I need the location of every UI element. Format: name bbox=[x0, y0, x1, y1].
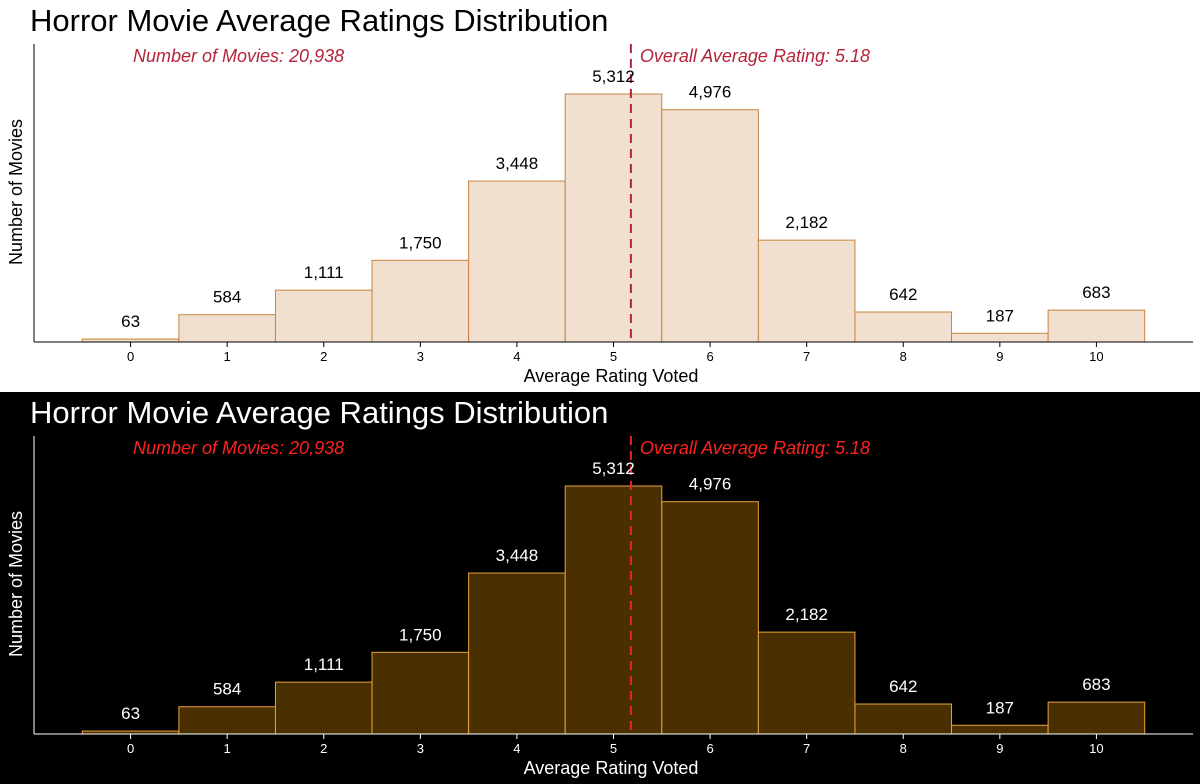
x-tick-label-3: 3 bbox=[417, 349, 424, 364]
data-label-rating-5: 5,312 bbox=[592, 67, 635, 86]
bar-rating-1 bbox=[178, 314, 276, 343]
data-label-rating-2: 1,111 bbox=[304, 263, 344, 282]
x-tick-label-1: 1 bbox=[224, 741, 231, 756]
x-tick-label-8: 8 bbox=[900, 349, 907, 364]
chart-title: Horror Movie Average Ratings Distributio… bbox=[30, 395, 608, 430]
data-label-rating-8: 642 bbox=[889, 285, 917, 304]
bar-rating-3 bbox=[371, 651, 470, 735]
data-label-rating-6: 4,976 bbox=[689, 475, 732, 494]
data-label-rating-3: 1,750 bbox=[399, 233, 442, 252]
bar-rating-2 bbox=[274, 289, 373, 343]
bar-rating-2 bbox=[274, 681, 373, 735]
bar-rating-6 bbox=[661, 109, 759, 343]
x-tick-label-2: 2 bbox=[320, 349, 327, 364]
bar-rating-9 bbox=[951, 332, 1049, 343]
average-annotation: Overall Average Rating: 5.18 bbox=[640, 46, 870, 66]
bar-rating-8 bbox=[854, 703, 953, 735]
x-tick-label-7: 7 bbox=[803, 741, 810, 756]
bars-group bbox=[81, 485, 1146, 735]
data-label-rating-2: 1,111 bbox=[304, 655, 344, 674]
x-tick-label-9: 9 bbox=[996, 741, 1003, 756]
bar-rating-10 bbox=[1047, 309, 1146, 343]
x-tick-label-4: 4 bbox=[513, 741, 520, 756]
data-label-rating-6: 4,976 bbox=[689, 83, 732, 102]
bar-rating-5 bbox=[564, 485, 663, 735]
count-annotation: Number of Movies: 20,938 bbox=[133, 46, 344, 66]
data-label-rating-8: 642 bbox=[889, 677, 917, 696]
y-axis-label: Number of Movies bbox=[6, 511, 26, 657]
x-ticks-group: 0 1 2 3 4 5 6 7 8 9 10 bbox=[127, 734, 1104, 756]
average-annotation: Overall Average Rating: 5.18 bbox=[640, 438, 870, 458]
data-label-rating-9: 187 bbox=[986, 306, 1014, 325]
bar-rating-10 bbox=[1047, 701, 1146, 735]
chart-svg: Horror Movie Average Ratings Distributio… bbox=[6, 3, 1193, 386]
data-label-rating-1: 584 bbox=[213, 288, 241, 307]
bar-rating-8 bbox=[854, 311, 953, 343]
x-tick-label-5: 5 bbox=[610, 741, 617, 756]
bar-rating-6 bbox=[661, 501, 759, 735]
chart-svg: Horror Movie Average Ratings Distributio… bbox=[6, 395, 1193, 778]
data-label-rating-10: 683 bbox=[1082, 283, 1110, 302]
chart-panel-dark: Horror Movie Average Ratings Distributio… bbox=[0, 392, 1200, 784]
bar-rating-1 bbox=[178, 706, 276, 735]
data-labels-group: 63 584 1,111 1,750 3,448 5,312 4,976 2,182 642 18… bbox=[121, 67, 1110, 331]
data-label-rating-0: 63 bbox=[121, 704, 140, 723]
x-axis-label: Average Rating Voted bbox=[524, 758, 699, 778]
x-tick-label-6: 6 bbox=[706, 741, 713, 756]
chart-title: Horror Movie Average Ratings Distributio… bbox=[30, 3, 608, 38]
x-tick-label-8: 8 bbox=[900, 741, 907, 756]
bar-rating-4 bbox=[468, 572, 566, 735]
data-label-rating-4: 3,448 bbox=[496, 154, 539, 173]
x-tick-label-9: 9 bbox=[996, 349, 1003, 364]
bar-rating-4 bbox=[468, 180, 566, 343]
data-label-rating-7: 2,182 bbox=[785, 605, 828, 624]
count-annotation: Number of Movies: 20,938 bbox=[133, 438, 344, 458]
data-labels-group: 63 584 1,111 1,750 3,448 5,312 4,976 2,182 642 18… bbox=[121, 459, 1110, 723]
bar-rating-5 bbox=[564, 93, 663, 343]
x-tick-label-3: 3 bbox=[417, 741, 424, 756]
x-tick-label-10: 10 bbox=[1089, 741, 1103, 756]
bar-rating-7 bbox=[757, 239, 856, 343]
x-axis-label: Average Rating Voted bbox=[524, 366, 699, 386]
x-ticks-group: 0 1 2 3 4 5 6 7 8 9 10 bbox=[127, 342, 1104, 364]
x-tick-label-5: 5 bbox=[610, 349, 617, 364]
bar-rating-3 bbox=[371, 259, 470, 343]
data-label-rating-5: 5,312 bbox=[592, 459, 635, 478]
x-tick-label-2: 2 bbox=[320, 741, 327, 756]
data-label-rating-9: 187 bbox=[986, 698, 1014, 717]
data-label-rating-1: 584 bbox=[213, 680, 241, 699]
y-axis-label: Number of Movies bbox=[6, 119, 26, 265]
data-label-rating-10: 683 bbox=[1082, 675, 1110, 694]
bar-rating-9 bbox=[951, 724, 1049, 735]
x-tick-label-1: 1 bbox=[224, 349, 231, 364]
chart-panel-light: Horror Movie Average Ratings Distributio… bbox=[6, 3, 1193, 386]
x-tick-label-4: 4 bbox=[513, 349, 520, 364]
data-label-rating-3: 1,750 bbox=[399, 625, 442, 644]
bars-group bbox=[81, 93, 1146, 343]
x-tick-label-10: 10 bbox=[1089, 349, 1103, 364]
x-tick-label-6: 6 bbox=[706, 349, 713, 364]
bar-rating-7 bbox=[757, 631, 856, 735]
x-tick-label-0: 0 bbox=[127, 741, 134, 756]
data-label-rating-4: 3,448 bbox=[496, 546, 539, 565]
data-label-rating-7: 2,182 bbox=[785, 213, 828, 232]
x-tick-label-7: 7 bbox=[803, 349, 810, 364]
x-tick-label-0: 0 bbox=[127, 349, 134, 364]
data-label-rating-0: 63 bbox=[121, 312, 140, 331]
